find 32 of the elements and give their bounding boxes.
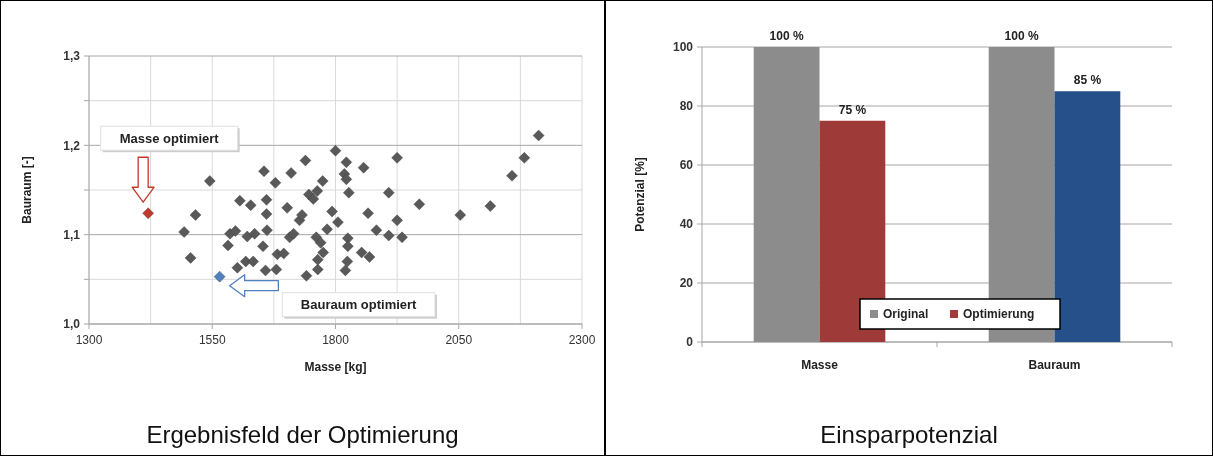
x-tick-label: Masse [801,358,839,372]
y-tick-label: 100 [672,40,694,55]
text: Ergebnisfeld der Optimierung [146,421,459,448]
x-tick-label: Bauraum [1028,358,1081,372]
y-axis-title: Potenzial [%] [633,157,647,232]
text: Einsparpotenzial [820,421,998,448]
y-axis-title: Bauraum [-] [20,156,34,224]
data-label: 85 % [1073,73,1102,88]
y-tick-label: 20 [679,276,694,291]
x-axis-title: Masse [kg] [304,360,367,374]
y-tick-label: 60 [679,158,694,173]
legend-label: Original [883,307,929,322]
legend-label: Optimierung [963,307,1035,322]
data-label: 75 % [838,102,867,117]
x-tick-label: 2050 [445,333,473,347]
bar [753,47,820,342]
x-tick-label: 1550 [198,333,226,347]
y-tick-label: 1,1 [63,227,81,242]
x-tick-label: 2300 [568,333,596,347]
y-tick-label: 1,0 [63,317,81,332]
x-tick-label: 1800 [322,333,350,347]
y-tick-label: 80 [679,99,694,114]
bar [1054,91,1121,342]
y-tick-label: 1,2 [63,138,81,153]
x-tick-label: 1300 [75,333,103,347]
data-label: 100 % [1004,29,1039,43]
y-tick-label: 40 [679,217,694,232]
annotation: Masse optimiert [119,130,220,146]
annotation: Bauraum optimiert [300,297,418,313]
data-label: 100 % [769,29,804,43]
y-tick-label: 1,3 [63,49,81,64]
y-tick-label: 0 [686,335,694,350]
